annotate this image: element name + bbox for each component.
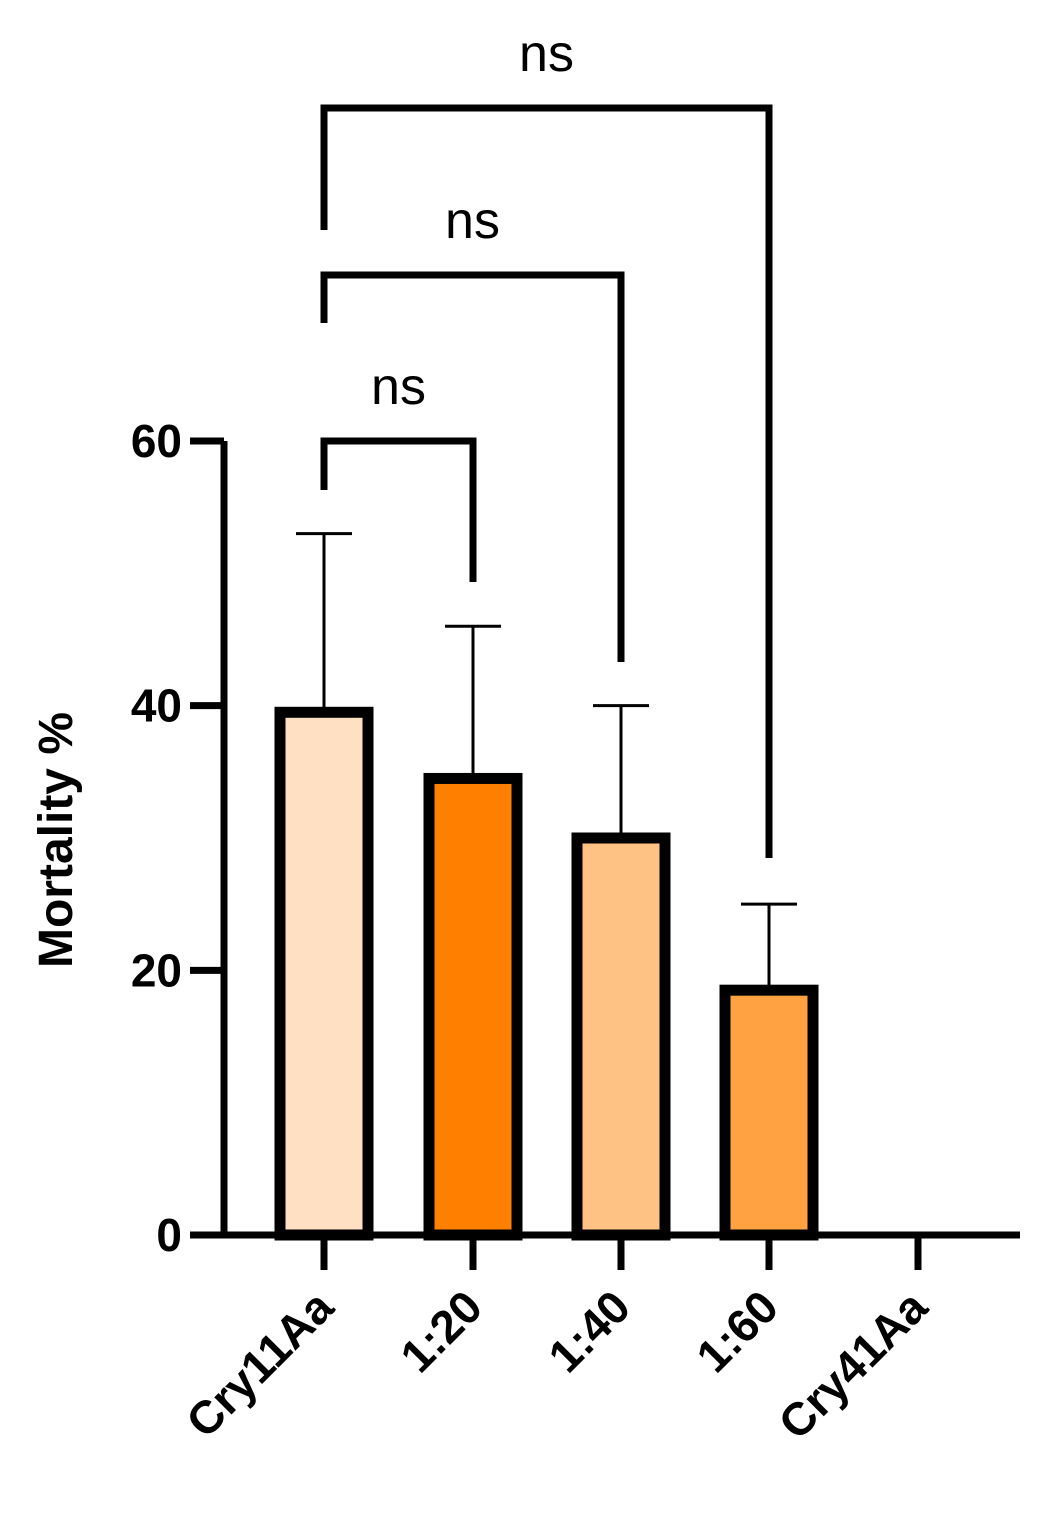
x-tick-label: 1:60 <box>686 1280 788 1382</box>
significance-bracket <box>320 271 625 662</box>
y-axis-label: Mortality % <box>30 712 83 968</box>
y-ticks: 0 20 40 60 <box>131 415 224 1261</box>
significance-bracket <box>320 437 477 582</box>
bar-3 <box>719 984 819 1241</box>
y-tick-label: 40 <box>131 680 182 732</box>
significance-label: ns <box>371 358 426 416</box>
x-tick-label: 1:20 <box>390 1280 492 1382</box>
significance-label: ns <box>519 25 574 83</box>
significance-bracket <box>320 104 773 858</box>
significance-brackets: ns ns ns <box>320 25 773 858</box>
x-tick-label: 1:40 <box>538 1280 640 1382</box>
bar-1 <box>423 772 523 1241</box>
axes: Mortality % <box>30 441 1020 1239</box>
error-bars <box>296 532 797 991</box>
y-tick-label: 60 <box>131 415 182 467</box>
x-tick-label: Cry11Aa <box>176 1280 343 1447</box>
x-tick-label: Cry41Aa <box>768 1280 937 1449</box>
significance-label: ns <box>445 192 500 250</box>
bar-2 <box>571 832 671 1241</box>
y-tick-label: 0 <box>156 1209 182 1261</box>
bars <box>274 706 819 1241</box>
bar-0 <box>274 706 374 1241</box>
y-tick-label: 20 <box>131 944 182 996</box>
